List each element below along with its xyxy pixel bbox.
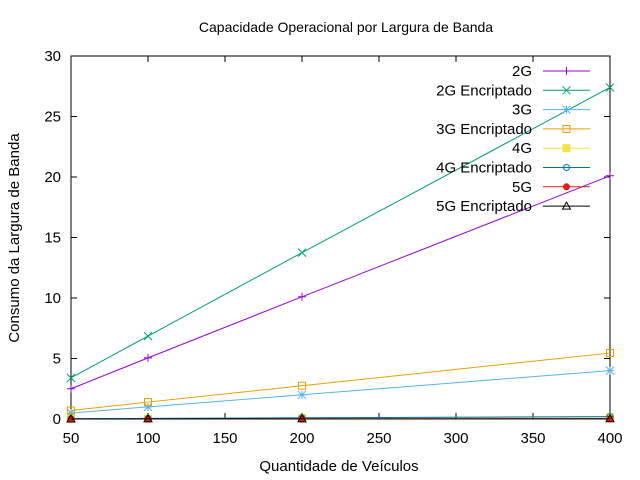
data-point [606, 171, 614, 180]
data-point [298, 292, 306, 301]
legend-entry: 4G Encriptado [436, 160, 590, 177]
legend-marker [561, 201, 572, 210]
series-line [70, 87, 611, 379]
legend-label: 5G Encriptado [436, 198, 532, 215]
legend-marker [562, 144, 571, 153]
y-tick-label: 10 [44, 290, 61, 307]
data-point [605, 366, 615, 375]
legend-marker [562, 124, 571, 133]
data-point [144, 353, 152, 362]
legend-entry: 5G Encriptado [436, 198, 590, 215]
data-point [297, 248, 307, 257]
data-point [605, 83, 615, 92]
legend-label: 3G [512, 102, 532, 119]
legend-label: 5G [512, 179, 532, 196]
legend-marker [562, 105, 571, 114]
legend-marker [562, 67, 571, 75]
y-tick-label: 15 [44, 230, 61, 247]
x-tick-label: 250 [366, 430, 391, 447]
legend-entry: 3G Encriptado [436, 121, 590, 138]
legend-label: 3G Encriptado [436, 121, 532, 138]
legend-marker [563, 183, 570, 191]
series-1 [66, 83, 615, 383]
series-line [70, 370, 611, 414]
legend-entry: 2G [512, 63, 590, 80]
x-tick-label: 350 [520, 430, 545, 447]
x-tick-label: 150 [212, 430, 237, 447]
data-point [297, 390, 307, 400]
x-tick-label: 300 [443, 430, 468, 447]
legend-label: 4G [512, 140, 532, 157]
data-point [143, 413, 153, 423]
series-line [70, 352, 611, 412]
legend-label: 4G Encriptado [436, 160, 532, 177]
series-3 [67, 349, 614, 415]
y-tick-label: 30 [44, 48, 61, 65]
data-point [605, 413, 615, 423]
legend-entry: 5G [512, 179, 590, 196]
data-point [66, 408, 76, 418]
data-point [66, 373, 76, 383]
series-layer [66, 83, 615, 423]
series-2 [66, 366, 615, 418]
series-0 [67, 171, 614, 393]
data-point [297, 413, 307, 423]
y-tick-label: 20 [44, 169, 61, 186]
legend-label: 2G Encriptado [436, 82, 532, 99]
y-axis-label: Consumo da Largura de Banda [6, 133, 23, 343]
data-point [143, 331, 153, 341]
data-point [66, 413, 76, 423]
legend: 2G 2G Encriptado 3G 3G Encriptado 4G 4G Encri… [436, 63, 590, 215]
y-tick-label: 25 [44, 109, 61, 126]
x-tick-label: 100 [135, 430, 160, 447]
data-point [606, 349, 614, 358]
data-point [298, 381, 306, 390]
series-line [70, 175, 611, 390]
legend-entry: 3G [512, 102, 590, 119]
x-tick-label: 200 [289, 430, 314, 447]
data-point [144, 398, 152, 407]
legend-marker [563, 164, 570, 171]
legend-marker [562, 85, 571, 95]
x-tick-label: 400 [597, 430, 622, 447]
data-point [143, 402, 153, 412]
y-tick-label: 5 [53, 351, 61, 368]
series-7 [66, 413, 615, 423]
data-point [67, 384, 75, 393]
x-tick-label: 50 [63, 430, 80, 447]
y-tick-label: 0 [53, 411, 61, 428]
axes: 50 100 150 200 250 300 350 400 0 5 10 15 20 25 30 [44, 48, 622, 447]
legend-entry: 4G [512, 140, 590, 157]
legend-entry: 2G Encriptado [436, 82, 590, 99]
legend-label: 2G [512, 63, 532, 80]
x-axis-label: Quantidade de Veículos [259, 458, 418, 475]
chart-title: Capacidade Operacional por Largura de Ba… [199, 19, 493, 35]
